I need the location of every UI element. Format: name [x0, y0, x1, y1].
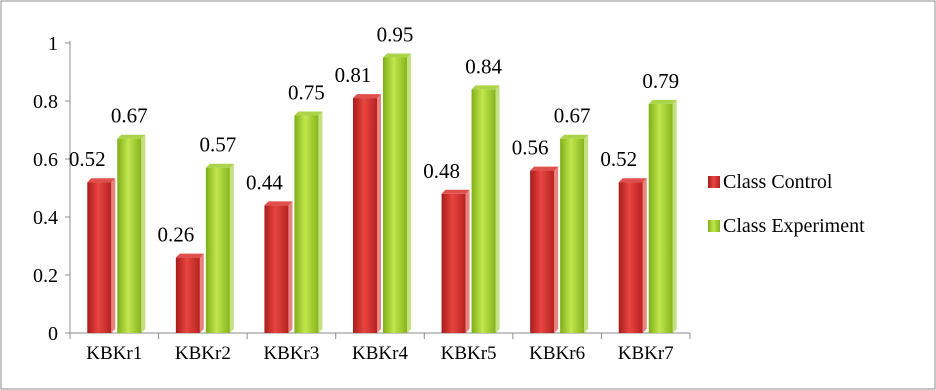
bar-face	[353, 98, 377, 333]
bar-side	[141, 134, 146, 333]
bar-class-control	[530, 166, 559, 333]
data-label-class-control: 0.26	[157, 223, 194, 247]
data-label-class-control: 0.48	[423, 159, 460, 183]
data-label-class-experiment: 0.84	[465, 54, 502, 78]
data-label-class-control: 0.56	[512, 136, 549, 160]
bar-face	[205, 167, 230, 333]
legend-swatch	[708, 220, 720, 232]
data-label-class-experiment: 0.57	[199, 133, 236, 157]
bar-side	[288, 201, 293, 333]
bar-side	[465, 189, 470, 333]
bar-top	[560, 134, 589, 139]
bar-top	[175, 253, 204, 258]
data-label-class-control: 0.44	[246, 170, 283, 194]
x-category-label: KBKr3	[263, 343, 319, 364]
bar-side	[554, 166, 559, 333]
y-tick-label: 0.4	[33, 207, 58, 229]
bar-class-experiment	[471, 85, 500, 334]
legend-swatch	[708, 176, 720, 188]
bar-top	[648, 99, 677, 104]
data-label-class-experiment: 0.67	[554, 104, 591, 128]
bar-class-control	[441, 189, 470, 333]
bar-top	[530, 166, 559, 171]
bar-class-control	[175, 253, 204, 333]
bar-side	[318, 111, 323, 333]
bar-side	[377, 94, 381, 333]
data-label-class-experiment: 0.95	[377, 23, 414, 47]
x-category-label: KBKr5	[441, 343, 497, 364]
bar-top	[117, 134, 146, 139]
legend-label: Class Experiment	[723, 215, 865, 237]
bar-face	[471, 89, 496, 334]
bar-face	[294, 115, 319, 333]
bar-top	[205, 163, 234, 168]
bar-face	[648, 103, 673, 334]
bar-face	[264, 205, 289, 333]
bar-class-control	[618, 178, 647, 333]
bar-face	[560, 138, 585, 333]
bar-side	[672, 99, 677, 334]
x-category-label: KBKr2	[175, 343, 231, 364]
bar-class-control	[87, 178, 116, 333]
bar-class-control	[353, 94, 381, 333]
bar-top	[264, 201, 293, 206]
x-category-label: KBKr7	[618, 343, 674, 364]
bar-face	[117, 138, 142, 333]
data-label-class-control: 0.52	[600, 147, 637, 171]
bar-class-experiment	[383, 53, 411, 333]
bar-top	[383, 53, 411, 58]
bar-face	[175, 257, 200, 333]
bar-side	[407, 53, 411, 333]
legend-item-class-control: Class Control	[708, 171, 833, 193]
bar-top	[87, 178, 116, 183]
bar-side	[642, 178, 647, 333]
bar-top	[618, 178, 647, 183]
bar-side	[111, 178, 116, 333]
bar-side	[584, 134, 589, 333]
data-label-class-control: 0.81	[335, 63, 372, 87]
bar-face	[87, 182, 112, 333]
x-category-label: KBKr4	[352, 343, 408, 364]
y-tick-label: 1	[48, 33, 58, 55]
bar-face	[383, 57, 407, 333]
bar-class-experiment	[648, 99, 677, 334]
bar-top	[471, 85, 500, 90]
data-label-class-control: 0.52	[69, 147, 106, 171]
y-tick-label: 0.2	[33, 265, 58, 287]
data-label-class-experiment: 0.67	[111, 104, 148, 128]
legend-label: Class Control	[723, 171, 833, 193]
bar-side	[495, 85, 500, 334]
bar-side	[199, 253, 204, 333]
data-label-class-experiment: 0.79	[642, 69, 679, 93]
bar-face	[618, 182, 643, 333]
bar-face	[441, 193, 466, 333]
legend-item-class-experiment: Class Experiment	[708, 215, 865, 237]
y-tick-label: 0.6	[33, 149, 58, 171]
x-category-label: KBKr6	[529, 343, 585, 364]
bar-class-experiment	[117, 134, 146, 333]
y-tick-label: 0.8	[33, 91, 58, 113]
bar-top	[441, 189, 470, 194]
bar-top	[353, 94, 381, 99]
x-category-label: KBKr1	[86, 343, 142, 364]
bar-class-experiment	[560, 134, 589, 333]
bar-class-experiment	[294, 111, 323, 333]
data-label-class-experiment: 0.75	[288, 81, 325, 105]
bar-class-experiment	[205, 163, 234, 333]
y-tick-label: 0	[48, 323, 58, 345]
bar-face	[530, 170, 555, 333]
bar-top	[294, 111, 323, 116]
bar-class-control	[264, 201, 293, 333]
bar-side	[229, 163, 234, 333]
